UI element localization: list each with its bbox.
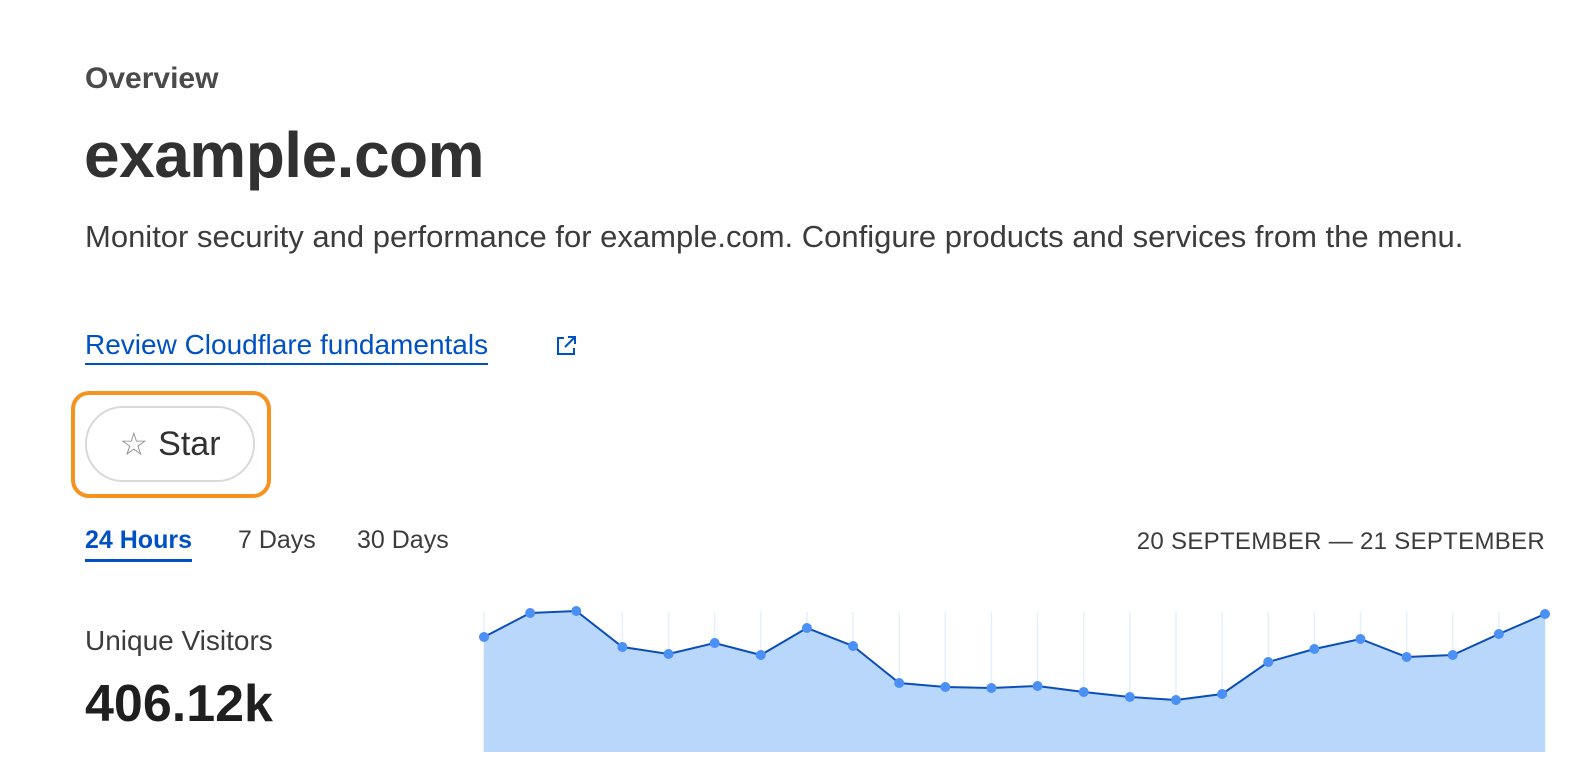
data-point[interactable] xyxy=(1124,692,1135,702)
page-eyebrow: Overview xyxy=(85,62,219,95)
metric-value: 406.12k xyxy=(85,675,273,733)
data-point[interactable] xyxy=(1309,644,1320,654)
focus-ring xyxy=(71,391,271,498)
data-point[interactable] xyxy=(1078,687,1089,697)
data-point[interactable] xyxy=(1355,634,1366,644)
tab-7-days[interactable]: 7 Days xyxy=(238,526,316,554)
star-outline-icon: ☆ xyxy=(119,426,149,462)
data-point[interactable] xyxy=(848,641,859,651)
date-range: 20 SEPTEMBER — 21 SEPTEMBER xyxy=(1136,528,1545,555)
star-button-label: Star xyxy=(158,424,221,463)
data-point[interactable] xyxy=(986,683,997,693)
data-point[interactable] xyxy=(571,606,582,616)
data-point[interactable] xyxy=(940,682,951,692)
series-line xyxy=(483,609,1546,702)
data-point[interactable] xyxy=(1493,629,1504,639)
metric-label: Unique Visitors xyxy=(85,625,273,656)
tab-24-hours[interactable]: 24 Hours xyxy=(85,526,192,562)
data-point[interactable] xyxy=(617,642,628,652)
data-point[interactable] xyxy=(663,649,674,659)
data-point[interactable] xyxy=(755,650,766,660)
data-point[interactable] xyxy=(709,638,720,648)
data-point[interactable] xyxy=(1217,689,1228,699)
data-point[interactable] xyxy=(801,623,812,633)
data-point[interactable] xyxy=(894,678,905,688)
data-point[interactable] xyxy=(1032,681,1043,691)
data-point[interactable] xyxy=(1263,657,1274,667)
data-point[interactable] xyxy=(479,632,489,642)
data-point[interactable] xyxy=(1447,650,1458,660)
page-title: example.com xyxy=(84,119,485,191)
fundamentals-link[interactable]: Review Cloudflare fundamentals xyxy=(85,329,489,365)
data-point[interactable] xyxy=(1170,695,1181,705)
page-description: Monitor security and performance for exa… xyxy=(85,219,1464,254)
external-link-icon[interactable] xyxy=(554,334,578,358)
star-button[interactable]: ☆ Star xyxy=(85,406,255,482)
data-point[interactable] xyxy=(1540,609,1550,619)
tab-30-days[interactable]: 30 Days xyxy=(357,526,449,554)
data-point[interactable] xyxy=(1401,652,1412,662)
area-fill xyxy=(484,611,1545,752)
data-point[interactable] xyxy=(525,608,536,618)
